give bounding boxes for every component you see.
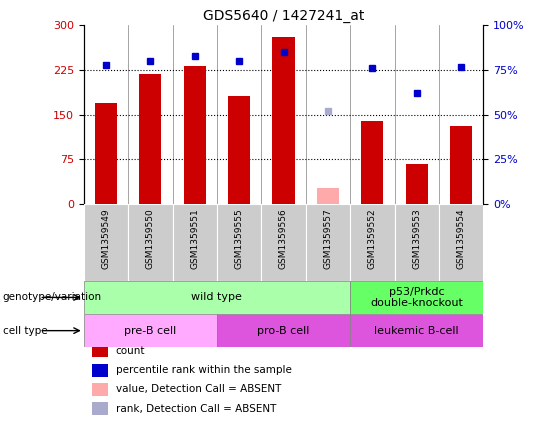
- Text: GSM1359551: GSM1359551: [190, 208, 199, 269]
- Title: GDS5640 / 1427241_at: GDS5640 / 1427241_at: [203, 9, 364, 23]
- Bar: [84, 281, 350, 314]
- Text: count: count: [116, 346, 145, 356]
- Bar: [184, 66, 206, 204]
- Bar: [317, 187, 339, 204]
- Text: GSM1359552: GSM1359552: [368, 208, 377, 269]
- Text: pre-B cell: pre-B cell: [124, 326, 177, 335]
- Bar: [350, 314, 483, 347]
- Bar: [92, 383, 107, 396]
- Bar: [350, 204, 395, 281]
- Text: p53/Prkdc
double-knockout: p53/Prkdc double-knockout: [370, 287, 463, 308]
- Bar: [395, 204, 439, 281]
- Bar: [92, 344, 107, 357]
- Text: value, Detection Call = ABSENT: value, Detection Call = ABSENT: [116, 385, 281, 394]
- Bar: [406, 164, 428, 204]
- Bar: [272, 37, 295, 204]
- Bar: [450, 126, 472, 204]
- Text: GSM1359553: GSM1359553: [412, 208, 421, 269]
- Bar: [128, 204, 172, 281]
- Bar: [306, 204, 350, 281]
- Bar: [172, 204, 217, 281]
- Bar: [139, 74, 161, 204]
- Text: GSM1359555: GSM1359555: [234, 208, 244, 269]
- Bar: [217, 204, 261, 281]
- Bar: [261, 204, 306, 281]
- Text: rank, Detection Call = ABSENT: rank, Detection Call = ABSENT: [116, 404, 276, 414]
- Bar: [92, 364, 107, 376]
- Text: GSM1359554: GSM1359554: [457, 208, 465, 269]
- Text: GSM1359549: GSM1359549: [102, 208, 110, 269]
- Text: GSM1359550: GSM1359550: [146, 208, 155, 269]
- Text: cell type: cell type: [3, 326, 48, 335]
- Text: percentile rank within the sample: percentile rank within the sample: [116, 365, 292, 375]
- Text: wild type: wild type: [192, 292, 242, 302]
- Bar: [350, 281, 483, 314]
- Bar: [84, 204, 128, 281]
- Bar: [361, 121, 383, 204]
- Text: GSM1359556: GSM1359556: [279, 208, 288, 269]
- Bar: [439, 204, 483, 281]
- Bar: [95, 103, 117, 204]
- Text: GSM1359557: GSM1359557: [323, 208, 333, 269]
- Bar: [217, 314, 350, 347]
- Text: leukemic B-cell: leukemic B-cell: [374, 326, 459, 335]
- Bar: [228, 96, 250, 204]
- Text: genotype/variation: genotype/variation: [3, 292, 102, 302]
- Text: pro-B cell: pro-B cell: [258, 326, 309, 335]
- Bar: [84, 314, 217, 347]
- Bar: [92, 402, 107, 415]
